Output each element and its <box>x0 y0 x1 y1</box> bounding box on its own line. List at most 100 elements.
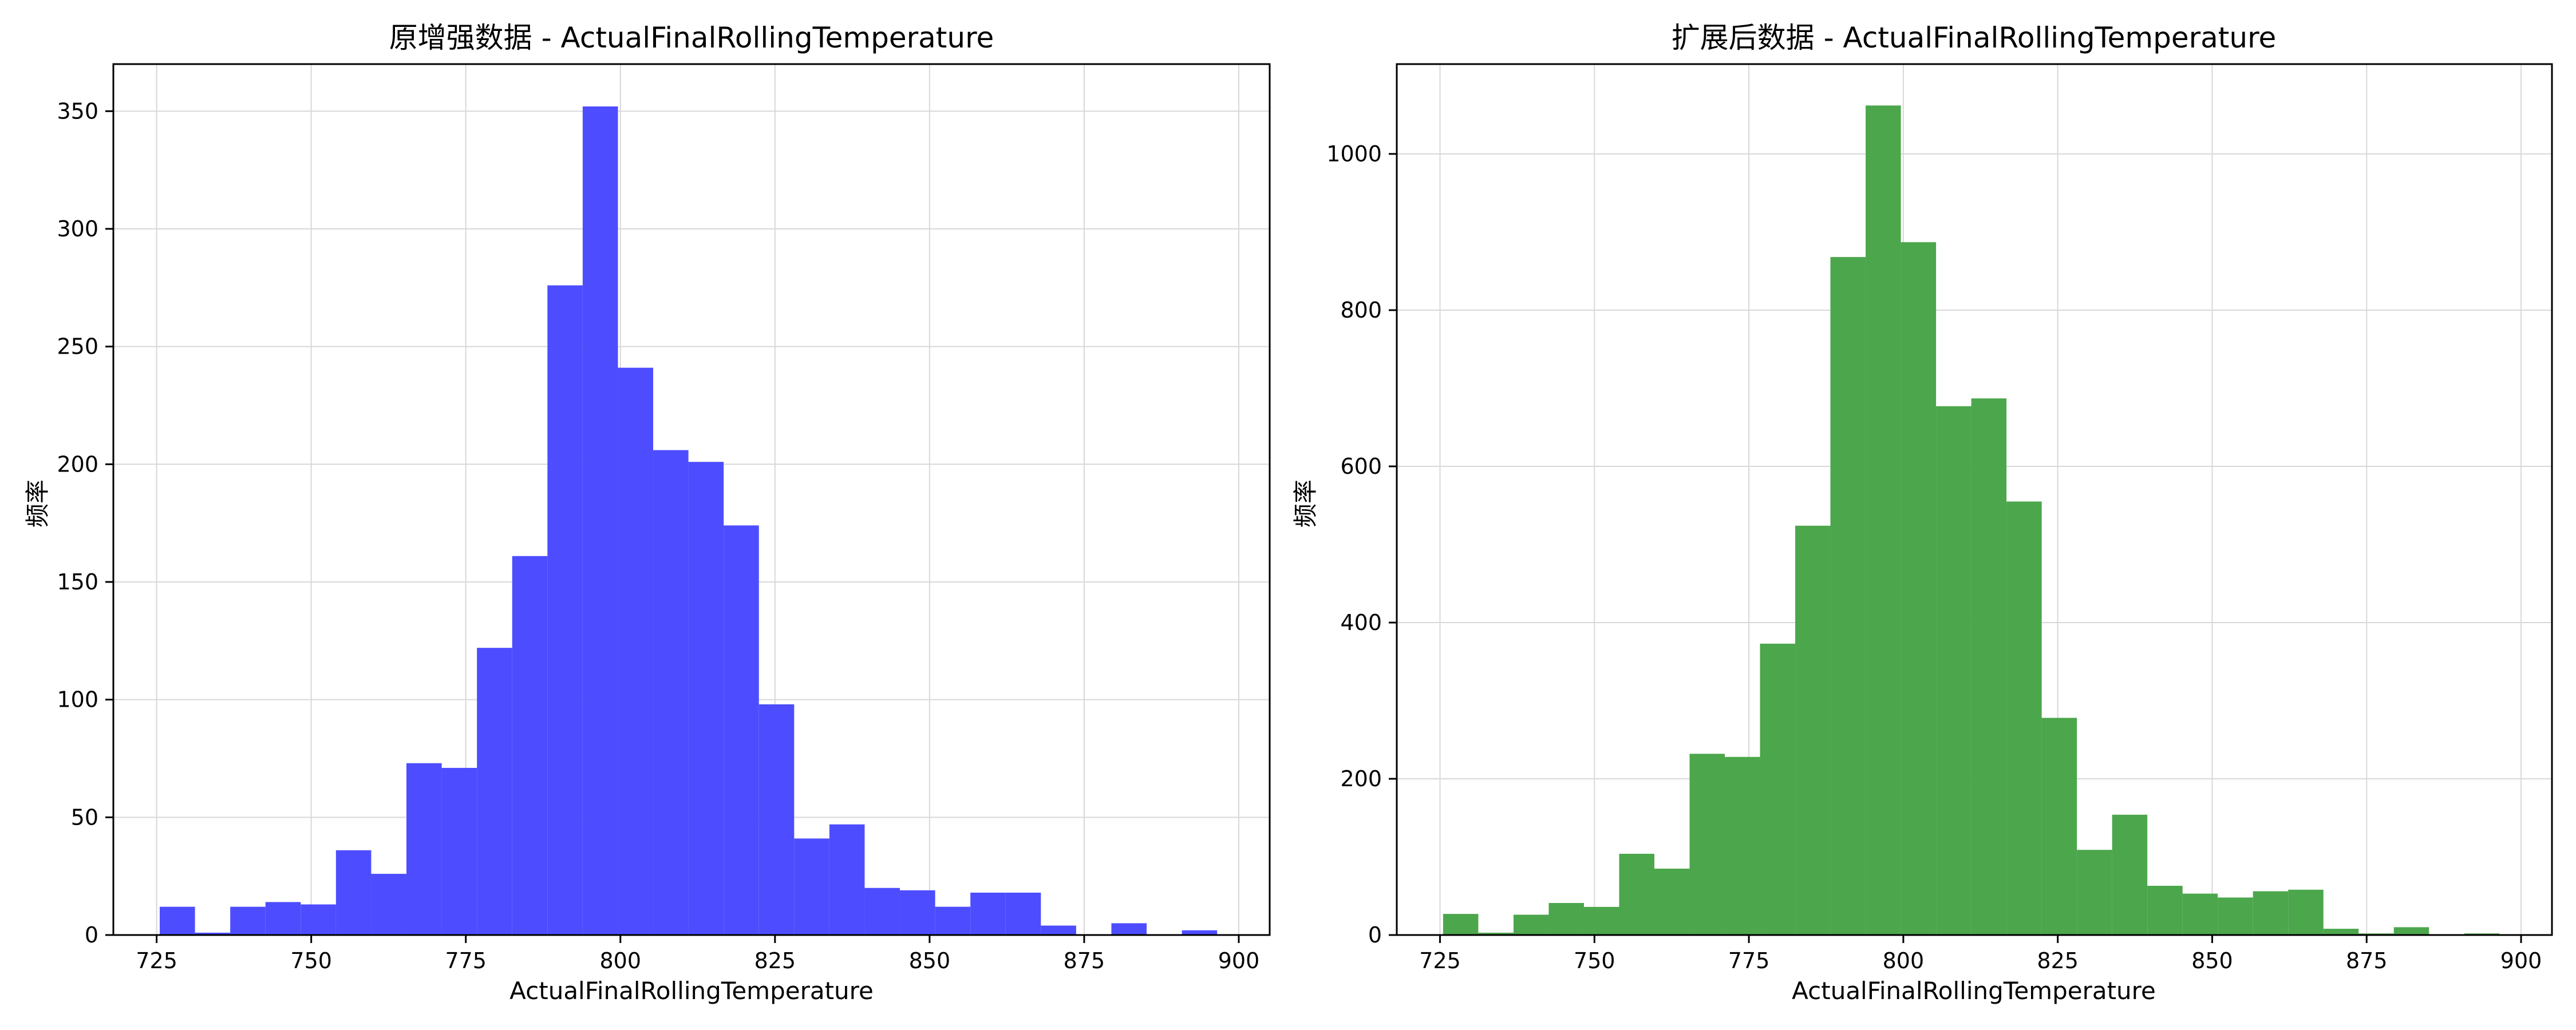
plot-frame <box>1396 63 2553 936</box>
histogram-bar <box>2393 927 2429 935</box>
histogram-bar <box>1654 868 1690 935</box>
histogram-bar <box>618 367 654 935</box>
histogram-bar <box>829 824 865 935</box>
histogram-bar <box>2288 889 2324 935</box>
histogram-bar <box>1478 932 1514 935</box>
histogram-bar <box>1901 242 1937 935</box>
chart-title: 扩展后数据 - ActualFinalRollingTemperature <box>1672 21 2277 54</box>
y-tick-label: 350 <box>57 98 98 124</box>
histogram-bar <box>935 906 971 935</box>
x-tick-label: 825 <box>754 948 796 973</box>
y-tick-label: 800 <box>1340 298 1382 323</box>
histogram-bar <box>512 556 548 935</box>
y-tick-label: 250 <box>57 334 98 359</box>
histogram-bar <box>1583 906 1619 935</box>
x-axis-label: ActualFinalRollingTemperature <box>1792 977 2156 1005</box>
x-tick-label: 900 <box>1218 948 1260 973</box>
histogram-bar <box>2077 850 2112 935</box>
histogram-bar <box>794 838 829 935</box>
histogram-bars <box>1443 105 2500 936</box>
x-tick-label: 725 <box>1419 948 1461 973</box>
plot-frame <box>112 63 1271 936</box>
y-tick-label: 300 <box>57 216 98 241</box>
histogram-bar <box>406 763 442 935</box>
histogram-bar <box>1513 914 1549 935</box>
histogram-bar <box>864 888 900 935</box>
x-tick-label: 800 <box>600 948 642 973</box>
x-axis-label: ActualFinalRollingTemperature <box>509 977 874 1005</box>
x-tick-label: 775 <box>1728 948 1770 973</box>
histogram-bar <box>2147 886 2183 935</box>
y-tick-label: 100 <box>57 687 98 712</box>
histogram-bar <box>1936 406 1971 935</box>
histogram-bar <box>1041 925 1076 935</box>
y-tick-label: 200 <box>1340 766 1382 791</box>
histogram-bars <box>160 106 1218 936</box>
chart-title: 原增强数据 - ActualFinalRollingTemperature <box>389 21 994 54</box>
x-tick-label: 875 <box>2346 948 2388 973</box>
y-tick-label: 0 <box>1368 922 1382 948</box>
x-tick-label: 875 <box>1064 948 1105 973</box>
histogram-bar <box>230 906 266 935</box>
histogram-bar <box>2112 814 2148 935</box>
histogram-bar <box>724 525 759 935</box>
chart-original-augmented: 原增强数据 - ActualFinalRollingTemperature Ac… <box>23 21 1271 1005</box>
histogram-bar <box>1830 257 1866 936</box>
chart-expanded: 扩展后数据 - ActualFinalRollingTemperature Ac… <box>1291 21 2553 1005</box>
y-tick-label: 1000 <box>1326 141 1382 167</box>
histogram-bar <box>1795 525 1831 935</box>
y-axis-label: 频率 <box>23 480 52 528</box>
axis-ticks: 725 750 775 800 825 850 875 900 0 200 400 600 800 100… <box>1326 141 2542 973</box>
x-tick-label: 900 <box>2500 948 2542 973</box>
x-tick-label: 800 <box>1883 948 1925 973</box>
histogram-bar <box>1760 643 1796 935</box>
histogram-bar <box>2253 891 2289 935</box>
x-tick-label: 825 <box>2037 948 2079 973</box>
histogram-bar <box>758 704 795 935</box>
x-tick-label: 775 <box>445 948 487 973</box>
y-tick-label: 150 <box>57 569 98 595</box>
histogram-bar <box>371 874 407 935</box>
histogram-bar <box>1443 914 1479 935</box>
x-tick-label: 850 <box>909 948 951 973</box>
histogram-bar <box>2041 718 2077 935</box>
histogram-bar <box>1005 892 1041 935</box>
y-tick-label: 50 <box>71 805 98 830</box>
histogram-bar <box>2323 929 2359 935</box>
histogram-bar <box>1548 903 1584 935</box>
histogram-bar <box>335 850 372 935</box>
histogram-bar <box>1619 854 1655 935</box>
x-tick-label: 850 <box>2191 948 2233 973</box>
histogram-bar <box>1111 923 1147 935</box>
histogram-bar <box>441 767 477 935</box>
histogram-bar <box>547 285 583 935</box>
x-tick-label: 750 <box>290 948 332 973</box>
histogram-bar <box>1689 754 1725 935</box>
histogram-bar <box>582 106 618 936</box>
histogram-bar <box>1866 105 1901 935</box>
y-axis-label: 频率 <box>1291 480 1319 528</box>
y-tick-label: 400 <box>1340 610 1382 635</box>
histogram-bar <box>160 906 195 935</box>
y-tick-label: 0 <box>85 922 98 948</box>
histogram-bar <box>265 902 301 935</box>
histogram-bar <box>1725 756 1760 935</box>
histogram-bar <box>2218 897 2253 935</box>
histogram-bar <box>2182 893 2218 935</box>
histogram-bar <box>2006 501 2042 935</box>
histogram-bar <box>301 904 336 935</box>
histogram-bar <box>1971 398 2007 935</box>
x-tick-label: 725 <box>136 948 177 973</box>
axis-ticks: 725 750 775 800 825 850 875 900 0 50 100 150 200 250 3… <box>57 98 1259 973</box>
histogram-bar <box>688 462 724 935</box>
y-tick-label: 200 <box>57 451 98 477</box>
histogram-bar <box>653 450 689 935</box>
y-tick-label: 600 <box>1340 454 1382 479</box>
histogram-bar <box>970 892 1006 935</box>
histogram-bar <box>195 932 231 935</box>
x-tick-label: 750 <box>1574 948 1615 973</box>
histogram-bar <box>1182 930 1218 935</box>
histogram-bar <box>900 890 935 935</box>
histogram-bar <box>477 648 512 935</box>
